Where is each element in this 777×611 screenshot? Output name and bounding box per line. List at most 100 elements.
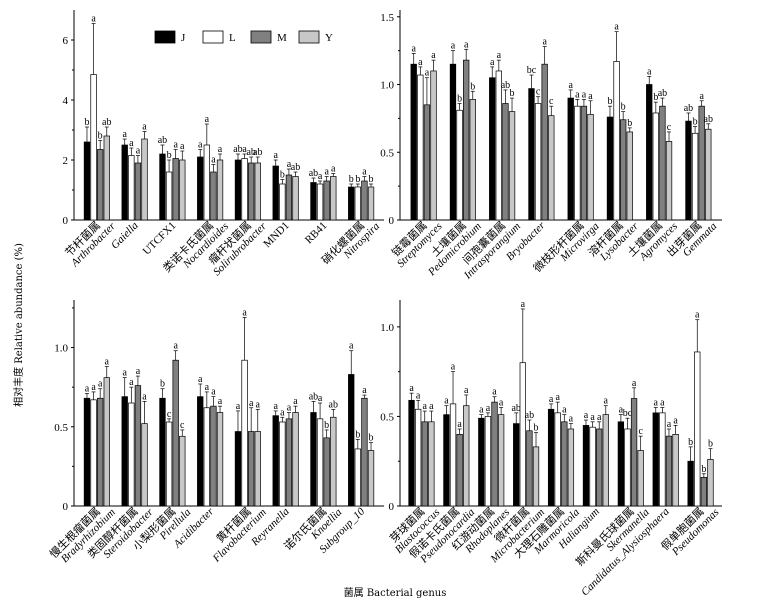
significance-letter: a xyxy=(211,155,216,166)
bar-L xyxy=(417,74,424,221)
bar-L xyxy=(90,74,97,221)
bar-L xyxy=(203,144,210,221)
bar-J xyxy=(449,63,457,221)
significance-letter: a xyxy=(562,405,567,416)
significance-letter: b xyxy=(457,93,462,104)
y-tick-label: 0 xyxy=(63,215,69,227)
y-tick-label: 1.0 xyxy=(380,80,394,92)
legend-swatch-Y xyxy=(298,30,320,44)
category-label: UTCFX1 xyxy=(141,220,179,258)
significance-letter: a xyxy=(673,415,678,426)
significance-letter: ab xyxy=(309,168,318,179)
significance-letter: a xyxy=(98,379,103,390)
chart-panel-top-left: 0246babab节杆菌属ArthrobacteraaaaGaiellaabba… xyxy=(62,10,384,278)
bar-L xyxy=(165,421,173,507)
significance-letter: b xyxy=(688,437,693,448)
significance-letter: a xyxy=(205,114,210,125)
bar-J xyxy=(547,408,555,507)
significance-letter: b xyxy=(167,150,172,161)
significance-letter: a xyxy=(699,91,704,102)
significance-letter: a xyxy=(660,397,665,408)
bar-L xyxy=(519,362,526,507)
significance-letter: ab xyxy=(704,114,713,125)
bar-J xyxy=(272,165,279,221)
bar-L xyxy=(279,183,286,221)
significance-letter: a xyxy=(129,377,134,388)
significance-letter: a xyxy=(122,368,127,379)
category-label-latin: UTCFX1 xyxy=(141,220,179,258)
category-label: MND1 xyxy=(261,220,292,251)
significance-letter: a xyxy=(236,401,241,412)
bar-J xyxy=(197,396,204,507)
bar-M xyxy=(659,105,666,221)
bar-M xyxy=(97,149,104,221)
bar-L xyxy=(484,416,492,507)
bar-M xyxy=(421,421,428,507)
bar-J xyxy=(234,159,242,221)
significance-letter: a xyxy=(198,374,203,385)
bar-Y xyxy=(469,99,476,221)
bar-M xyxy=(210,171,217,221)
significance-letter: a xyxy=(142,122,147,133)
bar-Y xyxy=(292,412,299,507)
significance-letter: b xyxy=(701,464,706,475)
bar-L xyxy=(589,426,596,507)
significance-letter: b xyxy=(349,174,354,185)
bar-M xyxy=(285,174,293,221)
significance-letter: a xyxy=(604,396,609,407)
significance-letter: a xyxy=(205,382,210,393)
bar-M xyxy=(361,180,368,221)
bar-Y xyxy=(179,159,186,221)
bar-J xyxy=(83,141,91,221)
significance-letter: ab xyxy=(684,103,693,114)
significance-letter: a xyxy=(142,391,147,402)
significance-letter: b xyxy=(621,102,626,113)
bar-M xyxy=(526,430,533,507)
significance-letter: a xyxy=(242,307,247,318)
bar-L xyxy=(241,359,248,507)
significance-letter: ab xyxy=(329,399,338,410)
bar-L xyxy=(354,186,361,221)
significance-letter: a xyxy=(695,310,700,321)
bar-Y xyxy=(705,128,712,221)
significance-letter: a xyxy=(490,57,495,68)
significance-letter: a xyxy=(497,50,502,61)
bar-M xyxy=(541,63,548,221)
significance-letter: b xyxy=(355,429,360,440)
bar-M xyxy=(596,428,603,507)
bar-M xyxy=(248,431,255,507)
category-label-latin: RB41 xyxy=(303,220,330,247)
bar-J xyxy=(159,153,166,221)
bar-Y xyxy=(508,111,516,221)
significance-letter: ab xyxy=(291,162,300,173)
bar-M xyxy=(620,119,627,221)
significance-letter: a xyxy=(293,396,298,407)
significance-letter: b xyxy=(280,170,285,181)
bar-J xyxy=(272,415,279,507)
bar-L xyxy=(659,412,666,507)
significance-letter: a xyxy=(479,405,484,416)
significance-letter: a xyxy=(464,39,469,50)
significance-letter: b xyxy=(369,433,374,444)
significance-letter: a xyxy=(211,387,216,398)
bar-M xyxy=(134,385,142,507)
bar-L xyxy=(449,403,457,507)
bar-M xyxy=(172,158,179,221)
y-tick-label: 2 xyxy=(63,155,69,167)
bar-Y xyxy=(463,405,470,507)
bar-L xyxy=(495,70,502,221)
y-tick-label: 0 xyxy=(63,501,69,513)
bar-M xyxy=(134,162,142,221)
bar-J xyxy=(197,156,204,221)
significance-letter: a xyxy=(218,144,223,155)
bar-L xyxy=(90,399,97,507)
bar-Y xyxy=(672,433,679,507)
significance-letter: a xyxy=(590,412,595,423)
significance-letter: ab xyxy=(246,147,255,158)
significance-letter: a xyxy=(431,50,436,61)
significance-letter: a xyxy=(136,146,141,157)
bar-Y xyxy=(330,176,337,221)
significance-letter: a xyxy=(521,299,526,310)
chart-panel-top-right: 00.51.01.5aaaa链霉菌属Streptomycesabab土壤菌属Pe… xyxy=(380,10,722,282)
bar-J xyxy=(652,412,659,507)
